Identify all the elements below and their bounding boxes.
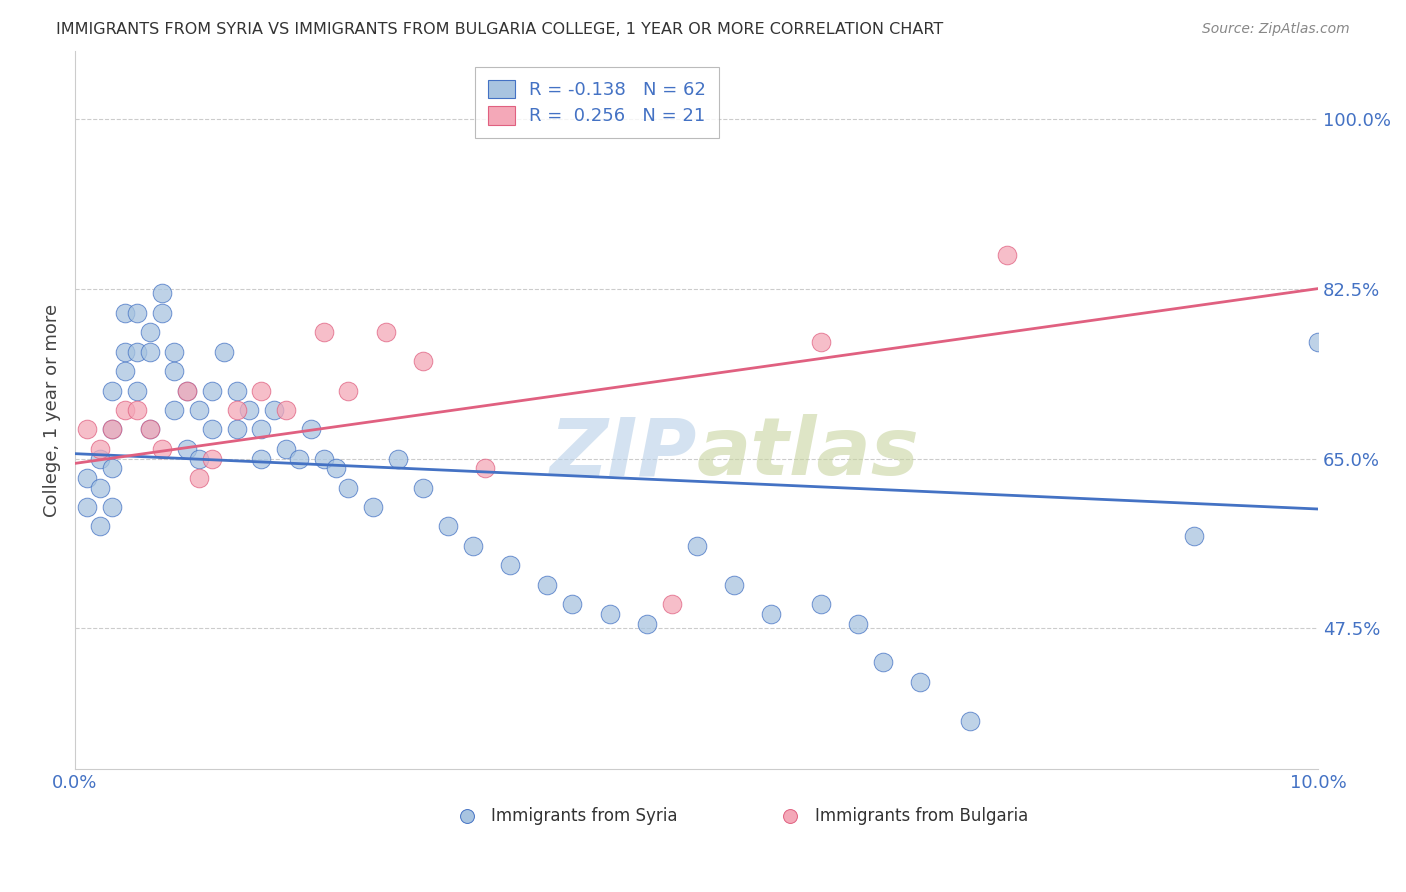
Text: IMMIGRANTS FROM SYRIA VS IMMIGRANTS FROM BULGARIA COLLEGE, 1 YEAR OR MORE CORREL: IMMIGRANTS FROM SYRIA VS IMMIGRANTS FROM… bbox=[56, 22, 943, 37]
Point bbox=[176, 384, 198, 398]
Point bbox=[138, 326, 160, 340]
Point bbox=[337, 481, 360, 495]
Point bbox=[188, 403, 211, 417]
Point bbox=[176, 442, 198, 456]
Point bbox=[759, 607, 782, 621]
Point bbox=[910, 674, 932, 689]
Point bbox=[1308, 334, 1330, 349]
Point bbox=[412, 481, 434, 495]
Point bbox=[661, 597, 683, 611]
Point bbox=[636, 616, 658, 631]
Point bbox=[127, 384, 149, 398]
Y-axis label: College, 1 year or more: College, 1 year or more bbox=[44, 303, 60, 516]
Point bbox=[387, 451, 409, 466]
Point bbox=[287, 451, 309, 466]
Point bbox=[201, 422, 224, 436]
Point bbox=[474, 461, 496, 475]
Point bbox=[250, 451, 273, 466]
Point bbox=[89, 451, 111, 466]
Point bbox=[810, 597, 832, 611]
Point bbox=[810, 334, 832, 349]
Point bbox=[312, 451, 335, 466]
Point bbox=[250, 422, 273, 436]
Point bbox=[76, 500, 98, 514]
Point bbox=[363, 500, 385, 514]
Point bbox=[337, 384, 360, 398]
Point bbox=[101, 422, 124, 436]
Point bbox=[225, 384, 247, 398]
Point bbox=[312, 326, 335, 340]
Point bbox=[723, 578, 745, 592]
Point bbox=[138, 344, 160, 359]
Point bbox=[225, 403, 247, 417]
Point bbox=[201, 384, 224, 398]
Text: Immigrants from Syria: Immigrants from Syria bbox=[492, 807, 678, 825]
Legend: R = -0.138   N = 62, R =  0.256   N = 21: R = -0.138 N = 62, R = 0.256 N = 21 bbox=[475, 67, 718, 138]
Text: atlas: atlas bbox=[696, 414, 920, 492]
Point bbox=[101, 461, 124, 475]
Point bbox=[76, 471, 98, 485]
Point bbox=[276, 403, 298, 417]
Text: Source: ZipAtlas.com: Source: ZipAtlas.com bbox=[1202, 22, 1350, 37]
Point bbox=[959, 714, 981, 728]
Point bbox=[101, 422, 124, 436]
Point bbox=[995, 247, 1018, 261]
Point bbox=[101, 384, 124, 398]
Point bbox=[188, 451, 211, 466]
Point bbox=[163, 344, 186, 359]
Text: ZIP: ZIP bbox=[550, 414, 696, 492]
Point bbox=[225, 422, 247, 436]
Point bbox=[89, 442, 111, 456]
Point bbox=[250, 384, 273, 398]
Point bbox=[127, 306, 149, 320]
Point bbox=[150, 306, 173, 320]
Point bbox=[846, 616, 869, 631]
Point bbox=[263, 403, 285, 417]
Point bbox=[1182, 529, 1205, 543]
Point bbox=[325, 461, 347, 475]
Point bbox=[101, 500, 124, 514]
Point bbox=[89, 481, 111, 495]
Point bbox=[499, 558, 522, 573]
Point bbox=[89, 519, 111, 533]
Point bbox=[127, 403, 149, 417]
Point bbox=[374, 326, 396, 340]
Point bbox=[685, 539, 707, 553]
Point bbox=[437, 519, 460, 533]
Point bbox=[114, 403, 136, 417]
Point bbox=[176, 384, 198, 398]
Point bbox=[212, 344, 235, 359]
Point bbox=[201, 451, 224, 466]
Point bbox=[114, 364, 136, 378]
Point bbox=[127, 344, 149, 359]
Point bbox=[412, 354, 434, 368]
Point bbox=[163, 403, 186, 417]
Point bbox=[76, 422, 98, 436]
Point bbox=[150, 442, 173, 456]
Point bbox=[276, 442, 298, 456]
Point bbox=[299, 422, 322, 436]
Point bbox=[163, 364, 186, 378]
Point bbox=[238, 403, 260, 417]
Point bbox=[138, 422, 160, 436]
Point bbox=[599, 607, 621, 621]
Point bbox=[188, 471, 211, 485]
Point bbox=[114, 344, 136, 359]
Point bbox=[150, 286, 173, 301]
Point bbox=[138, 422, 160, 436]
Point bbox=[872, 656, 894, 670]
Text: Immigrants from Bulgaria: Immigrants from Bulgaria bbox=[814, 807, 1028, 825]
Point bbox=[536, 578, 558, 592]
Point bbox=[114, 306, 136, 320]
Point bbox=[561, 597, 583, 611]
Point bbox=[461, 539, 484, 553]
